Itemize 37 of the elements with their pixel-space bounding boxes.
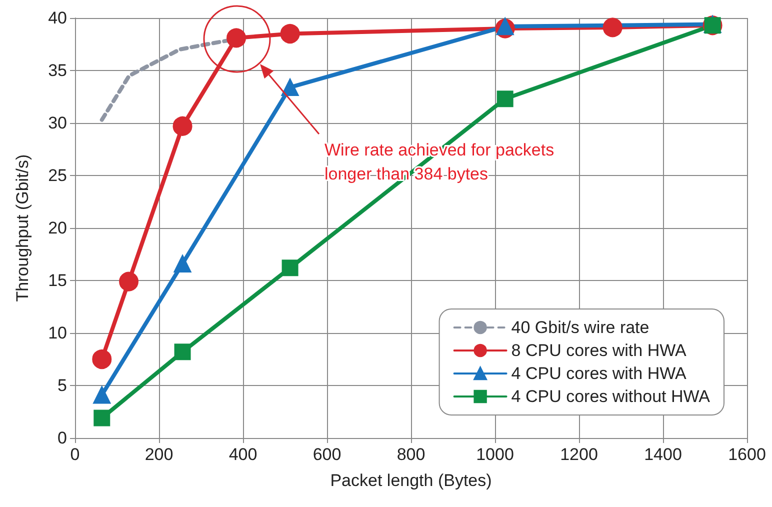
- y-tick-label: 20: [48, 218, 67, 238]
- point: [174, 254, 192, 272]
- legend-label: 4 CPU cores with HWA: [511, 364, 688, 383]
- x-tick-label: 600: [312, 445, 342, 464]
- x-tick-label: 1400: [644, 445, 682, 464]
- legend-label: 40 Gbit/s wire rate: [511, 318, 650, 337]
- y-tick-label: 10: [48, 324, 67, 342]
- x-tick-label: 1600: [728, 445, 766, 464]
- legend-label: 4 CPU cores without HWA: [511, 387, 711, 406]
- point: [602, 18, 622, 38]
- x-tick-label: 0: [70, 445, 80, 464]
- point: [119, 272, 139, 292]
- point: [282, 260, 298, 276]
- x-tick-label: 400: [228, 445, 258, 464]
- x-tick-label: 1000: [476, 445, 514, 464]
- y-tick-label: 5: [58, 376, 67, 395]
- point: [280, 24, 300, 44]
- y-tick-label: 35: [48, 61, 67, 80]
- y-tick-label: 15: [48, 271, 67, 290]
- x-tick-label: 200: [144, 445, 174, 464]
- x-axis-title: Packet length (Bytes): [330, 471, 492, 490]
- point: [94, 410, 110, 426]
- y-tick-label: 25: [48, 166, 67, 185]
- y-axis-title: Throughput (Gbit/s): [13, 154, 32, 302]
- point: [92, 350, 112, 369]
- point: [281, 78, 299, 96]
- x-tick-label: 1200: [560, 445, 598, 464]
- point: [93, 386, 111, 404]
- point: [174, 344, 191, 360]
- point: [496, 90, 514, 108]
- legend-label: 8 CPU cores with HWA: [511, 341, 688, 360]
- y-tick-label: 40: [48, 8, 67, 28]
- y-tick-label: 0: [58, 428, 67, 448]
- point: [172, 116, 192, 136]
- y-tick-label: 30: [48, 114, 67, 132]
- x-tick-label: 800: [396, 445, 426, 464]
- point: [496, 18, 514, 36]
